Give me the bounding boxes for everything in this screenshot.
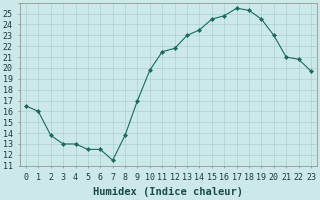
X-axis label: Humidex (Indice chaleur): Humidex (Indice chaleur) xyxy=(93,187,244,197)
